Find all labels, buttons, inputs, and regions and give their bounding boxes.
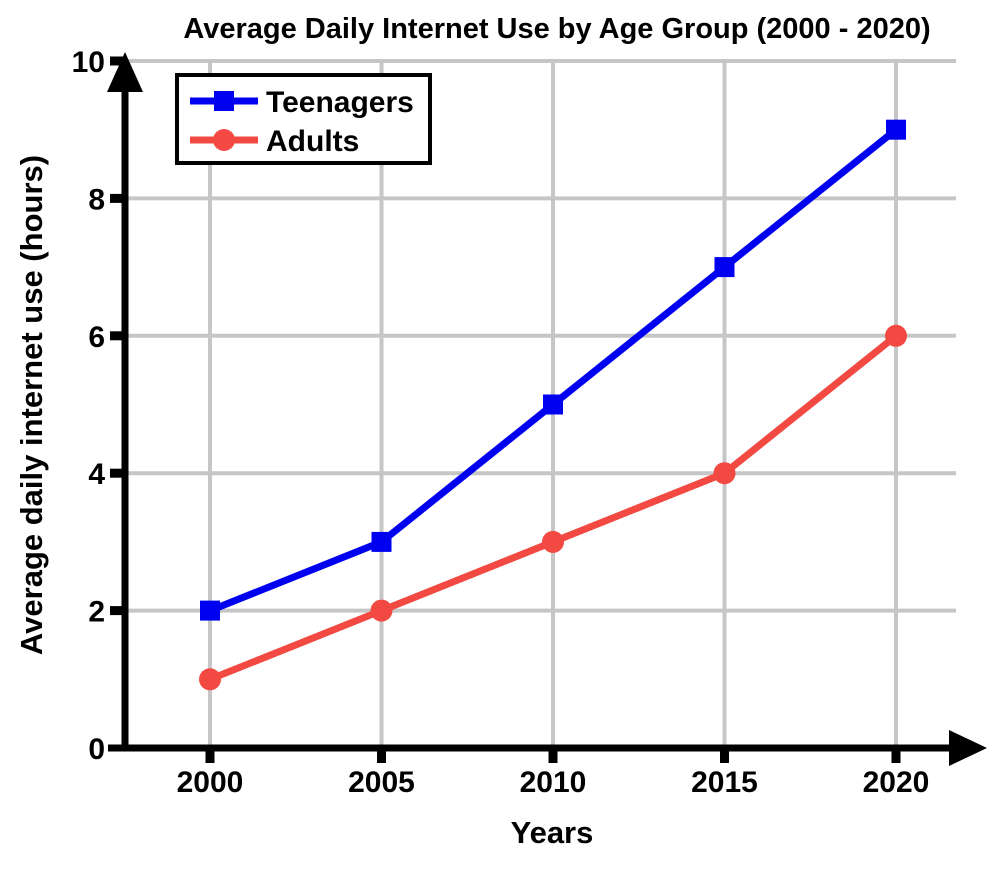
legend-sample-marker <box>213 129 235 151</box>
x-axis-label: Years <box>511 815 594 850</box>
series-marker-teenagers <box>714 257 735 278</box>
y-tick-label: 4 <box>88 458 105 491</box>
series-marker-teenagers <box>543 394 563 415</box>
series-marker-teenagers <box>886 119 906 140</box>
series-marker-adults <box>542 530 564 553</box>
legend-entry: Teenagers <box>190 86 414 119</box>
y-tick-label: 8 <box>88 183 105 216</box>
chart-title: Average Daily Internet Use by Age Group … <box>183 13 930 45</box>
x-tick-label: 2010 <box>520 766 587 799</box>
y-tick-label: 2 <box>88 596 105 629</box>
y-axis-label: Average daily internet use (hours) <box>14 155 49 655</box>
data-layer <box>199 119 907 691</box>
grid-layer <box>125 59 956 748</box>
series-marker-adults <box>370 599 393 622</box>
y-axis-arrowhead <box>107 52 143 92</box>
legend-sample-marker <box>214 91 234 111</box>
series-marker-adults <box>885 324 907 347</box>
x-tick-label: 2000 <box>177 766 244 799</box>
series-marker-adults <box>199 668 221 691</box>
series-marker-teenagers <box>200 600 220 621</box>
series-marker-adults <box>713 462 736 485</box>
x-tick-label: 2015 <box>691 766 758 799</box>
y-tick-label: 10 <box>72 46 105 79</box>
tick-label-layer: 2000 2005 2010 2015 2020 0 2 4 6 8 10 <box>72 46 930 799</box>
y-tick-label: 6 <box>88 321 105 354</box>
series-marker-teenagers <box>371 531 392 552</box>
legend-label: Teenagers <box>266 86 414 119</box>
legend-label: Adults <box>266 125 359 158</box>
x-tick-label: 2005 <box>348 766 415 799</box>
legend: Teenagers Adults <box>175 73 432 165</box>
axis-layer <box>107 52 987 766</box>
x-tick-label: 2020 <box>863 766 930 799</box>
y-tick-label: 0 <box>88 733 105 766</box>
x-axis-arrowhead <box>949 730 987 766</box>
legend-entry: Adults <box>190 125 359 158</box>
